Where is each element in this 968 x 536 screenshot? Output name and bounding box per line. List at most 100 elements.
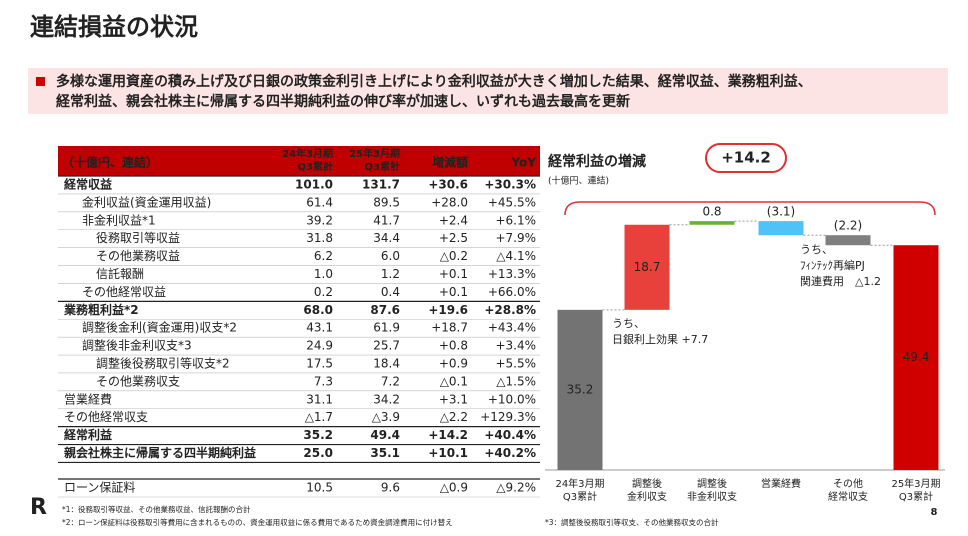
row-label: 金利収益(資金運用収益) (82, 194, 211, 209)
category-label: 25年3月期 (891, 477, 940, 490)
cell: △1.7 (305, 410, 333, 424)
cell: +0.9 (439, 357, 468, 371)
cell: +18.7 (431, 321, 468, 335)
row-label: その他業務収益 (96, 249, 180, 263)
column-header: 24年3月期 (282, 147, 333, 160)
cell: 61.9 (373, 321, 400, 335)
cell: 1.0 (314, 267, 333, 281)
column-header: 増減額 (432, 155, 468, 170)
category-label: 調整後 (632, 477, 662, 490)
table-unit: （十億円、連結） (62, 155, 158, 170)
value-label: (2.2) (834, 219, 862, 233)
summary-line: 経常利益、親会社株主に帰属する四半期純利益の伸び率が加速し、いずれも過去最高を更… (56, 93, 630, 110)
annotation: 関連費用 △1.2 (800, 274, 881, 288)
category-label: 調整後 (697, 477, 727, 490)
chart-subtitle: (十億円、連結) (548, 175, 609, 187)
cell: 34.4 (373, 231, 400, 245)
cell: +2.4 (439, 213, 468, 227)
category-label: 非金利収支 (687, 490, 737, 503)
cell: +0.1 (439, 285, 468, 299)
column-header: Q3累計 (298, 160, 333, 173)
column-header: Q3累計 (365, 160, 400, 173)
cell: 61.4 (306, 195, 333, 209)
annotation: 日銀利上効果 +7.7 (612, 332, 708, 346)
cell: 89.5 (373, 195, 400, 209)
annotation: うち、 (800, 243, 833, 256)
summary-line: 多様な運用資産の積み上げ及び日銀の政策金利引き上げにより金利収益が大きく増加した… (56, 73, 812, 90)
cell: △0.9 (440, 481, 468, 495)
row-label: その他経常収支 (64, 410, 148, 424)
cell: 7.2 (381, 374, 400, 388)
cell: △4.1% (496, 249, 536, 263)
waterfall-bar (557, 309, 603, 470)
row-label: 調整後金利(資金運用)収支*2 (82, 320, 237, 335)
cell: 6.2 (314, 249, 333, 263)
cell: 131.7 (362, 178, 400, 192)
cell: 25.0 (303, 446, 333, 460)
value-label: 49.4 (903, 350, 930, 364)
cell: △0.1 (440, 374, 468, 388)
cell: 39.2 (306, 213, 333, 227)
footnote: *2：ローン保証料は役務取引等費用に含まれるものの、資金運用収益に係る費用である… (62, 517, 453, 527)
cell: 7.3 (314, 374, 333, 388)
slide-title: 連結損益の状況 (30, 13, 198, 41)
cell: +13.3% (488, 267, 536, 281)
cell: +14.2 (428, 428, 468, 442)
cell: 6.0 (381, 249, 400, 263)
cell: +0.8 (439, 339, 468, 353)
row-label: 親会社株主に帰属する四半期純利益 (64, 445, 256, 460)
row-label: 役務取引等収益 (96, 230, 180, 245)
cell: △3.9 (372, 410, 400, 424)
category-label: 経常収支 (828, 490, 868, 503)
cell: 101.0 (295, 178, 333, 192)
cell: +30.6 (428, 178, 468, 192)
category-label: Q3累計 (563, 490, 597, 503)
category-label: Q3累計 (899, 490, 933, 503)
cell: 18.4 (373, 357, 400, 371)
footnote: *3：調整後役務取引等収支、その他業務収支の合計 (545, 517, 719, 527)
cell: 0.4 (381, 285, 400, 299)
cell: △9.2% (496, 481, 536, 495)
row-label: 信託報酬 (96, 266, 144, 281)
value-label: 18.7 (634, 260, 661, 274)
cell: +6.1% (495, 213, 536, 227)
footnote: *1：役務取引等収益、その他業務収益、信託報酬の合計 (62, 504, 251, 514)
bullet (36, 77, 45, 86)
cell: 68.0 (303, 303, 333, 317)
cell: 41.7 (373, 213, 400, 227)
cell: 34.2 (373, 392, 400, 406)
cell: 31.1 (306, 392, 333, 406)
bracket (564, 201, 936, 216)
cell: 35.1 (370, 446, 400, 460)
category-label: 営業経費 (761, 477, 801, 490)
cell: +2.5 (439, 231, 468, 245)
cell: +66.0% (488, 285, 536, 299)
row-label: 営業経費 (64, 391, 112, 406)
cell: +40.4% (484, 428, 536, 442)
cell: 10.5 (306, 481, 333, 495)
row-label: 調整後非金利収支*3 (82, 338, 192, 353)
column-header: 25年3月期 (349, 147, 400, 160)
cell: +40.2% (484, 446, 536, 460)
row-label: その他経常収益 (82, 285, 166, 299)
column-header: YoY (510, 156, 536, 170)
cell: +3.1 (439, 392, 468, 406)
summary-box (28, 68, 948, 114)
cell: 87.6 (370, 303, 400, 317)
row-label: その他業務収支 (96, 374, 180, 388)
value-label: 0.8 (702, 205, 721, 219)
cell: 0.2 (314, 285, 333, 299)
row-label: 経常収益 (64, 177, 112, 192)
cell: 25.7 (373, 339, 400, 353)
category-label: その他 (833, 477, 863, 490)
category-label: 24年3月期 (555, 477, 604, 490)
waterfall-bar (893, 245, 939, 470)
cell: +3.4% (495, 339, 536, 353)
cell: +5.5% (495, 357, 536, 371)
waterfall-bar (758, 221, 804, 236)
logo: R (30, 495, 47, 520)
cell: △1.5% (496, 374, 536, 388)
cell: +28.0 (431, 195, 468, 209)
cell: +30.3% (484, 178, 536, 192)
